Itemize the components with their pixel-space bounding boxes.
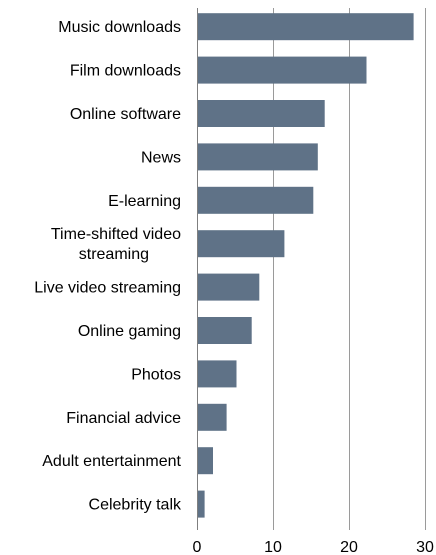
bar-9 (197, 360, 237, 388)
category-labels: Music downloads Film downloads Online soft… (34, 19, 182, 513)
category-label-8: Online gaming (78, 323, 181, 340)
x-tick-label-0: 0 (193, 539, 202, 555)
category-label-5: E-learning (108, 193, 181, 210)
category-label-11: Adult entertainment (42, 453, 181, 470)
x-tick-label-10: 10 (264, 539, 282, 555)
x-tick-label-20: 20 (340, 539, 358, 555)
category-label-4: News (141, 149, 181, 166)
category-label-2: Film downloads (70, 63, 181, 80)
bar-8 (197, 317, 252, 344)
bar-1 (197, 13, 414, 41)
category-label-9: Photos (131, 366, 181, 383)
category-label-10: Financial advice (66, 410, 181, 427)
bar-11 (197, 447, 213, 475)
bar-2 (197, 56, 367, 84)
bar-3 (197, 100, 325, 127)
category-label-12: Celebrity talk (89, 497, 182, 514)
bar-6 (197, 230, 285, 258)
category-label-1: Music downloads (58, 19, 181, 36)
x-tick-label-30: 30 (416, 539, 434, 555)
category-label-6: Time-shifted video streaming (51, 226, 181, 263)
gridlines (273, 8, 426, 530)
bar-5 (197, 186, 314, 214)
bar-12 (197, 490, 205, 518)
category-label-7: Live video streaming (34, 280, 181, 297)
category-label-3: Online software (70, 106, 181, 123)
bar-7 (197, 273, 260, 301)
bar-4 (197, 143, 318, 171)
bars (197, 13, 414, 518)
x-tick-labels: 0 10 20 30 (193, 539, 434, 555)
bar-10 (197, 403, 227, 431)
